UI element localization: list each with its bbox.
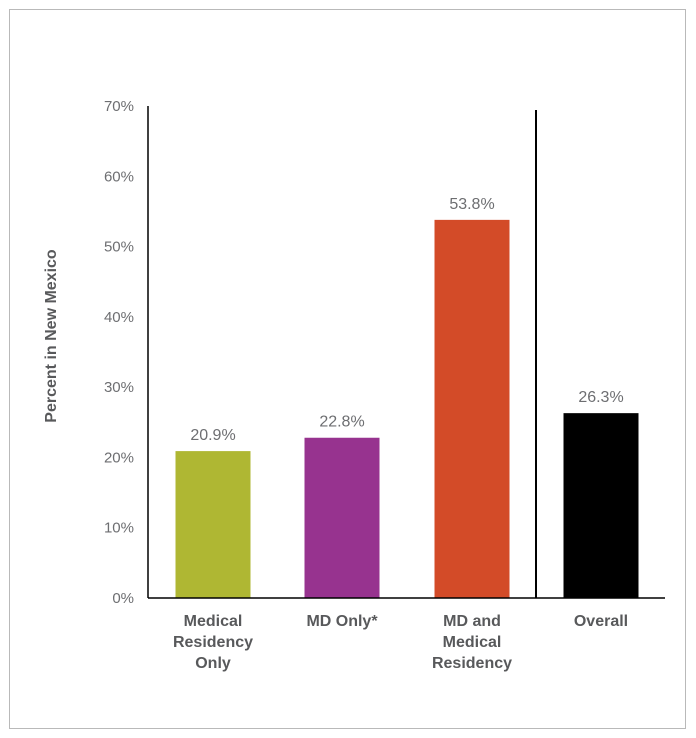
y-tick-label: 40% (104, 309, 134, 326)
y-tick-label: 50% (104, 239, 134, 256)
y-tick-label: 60% (104, 168, 134, 185)
x-category-label: Medical Residency Only (173, 613, 253, 672)
x-category-label: MD Only* (306, 613, 378, 630)
bar (304, 437, 380, 598)
data-label: 53.8% (449, 196, 494, 213)
y-axis-label: Percent in New Mexico (43, 249, 60, 423)
y-tick-label: 70% (104, 98, 134, 115)
data-label: 26.3% (578, 389, 623, 406)
y-tick-label: 10% (104, 520, 134, 537)
y-tick-label: 0% (112, 590, 134, 607)
chart-frame (9, 9, 686, 729)
data-label: 20.9% (190, 427, 235, 444)
x-category-label: MD and Medical Residency (432, 613, 512, 672)
data-label: 22.8% (319, 414, 364, 431)
bar (563, 413, 639, 598)
y-tick-label: 20% (104, 449, 134, 466)
x-category-label: Overall (574, 613, 628, 630)
bar (434, 219, 510, 598)
y-tick-label: 30% (104, 379, 134, 396)
bar (175, 451, 251, 598)
